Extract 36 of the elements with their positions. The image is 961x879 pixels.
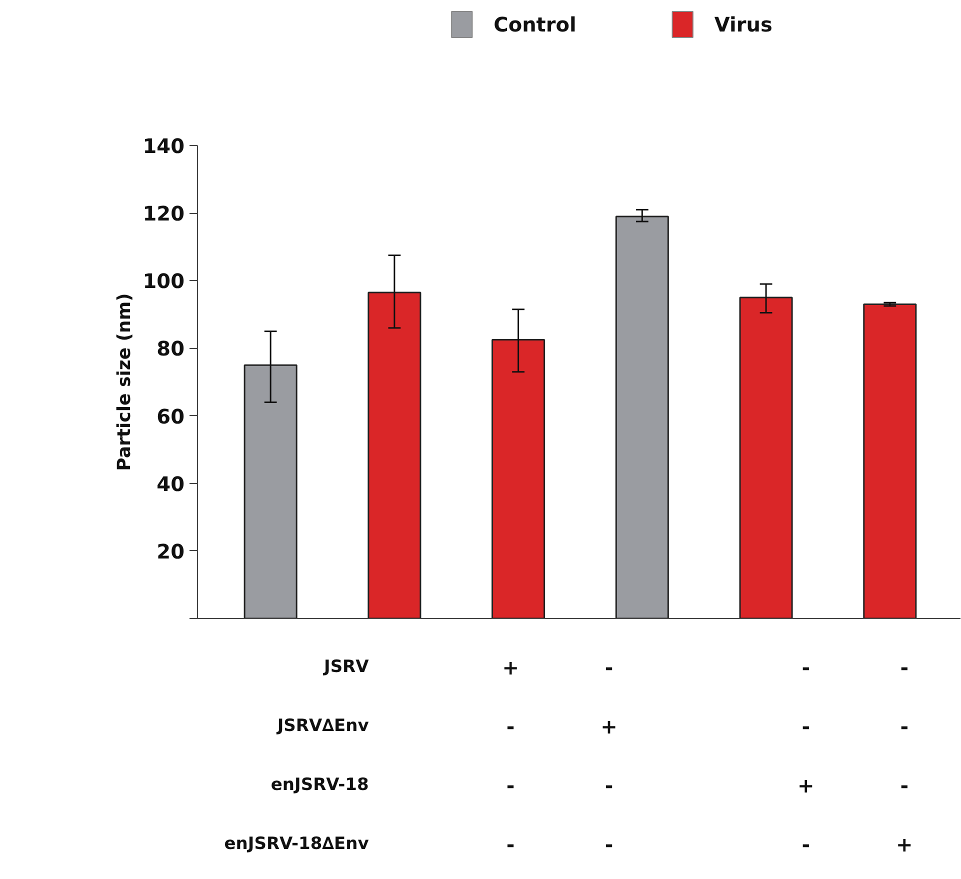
y-tick-label: 120 [142,202,184,226]
text: enJSRV-18 [270,775,369,796]
text: - [604,832,614,857]
text: - [900,774,909,798]
y-tick-label: 100 [142,269,184,294]
text: JSRV [322,657,370,678]
text: + [600,714,618,739]
text: JSRV∆Env [276,716,369,736]
y-tick-label: 20 [156,539,185,564]
text: - [604,656,614,680]
text: + [896,832,913,857]
text: - [802,832,810,857]
text: + [798,774,814,798]
text: - [802,656,810,680]
legend-label: Control [494,12,576,36]
bar [739,296,793,618]
text: - [900,656,909,680]
y-tick-label: 60 [156,404,185,428]
text: enJSRV-18∆Env [224,834,369,854]
y-axis-title: Particle size (nm) [114,293,135,471]
bar [863,304,917,618]
bar [615,216,669,618]
text: - [506,832,515,857]
legend-label: Virus [714,12,772,36]
text: - [802,714,810,739]
bar [368,292,422,618]
text: + [502,656,519,680]
text: - [506,774,515,798]
text: - [604,774,614,798]
y-tick-label: 40 [156,472,185,496]
text: - [900,714,909,739]
bar [492,339,546,618]
text: - [506,714,515,739]
y-tick-label: 140 [142,134,184,158]
bar [244,364,298,618]
y-tick-label: 80 [156,336,185,361]
